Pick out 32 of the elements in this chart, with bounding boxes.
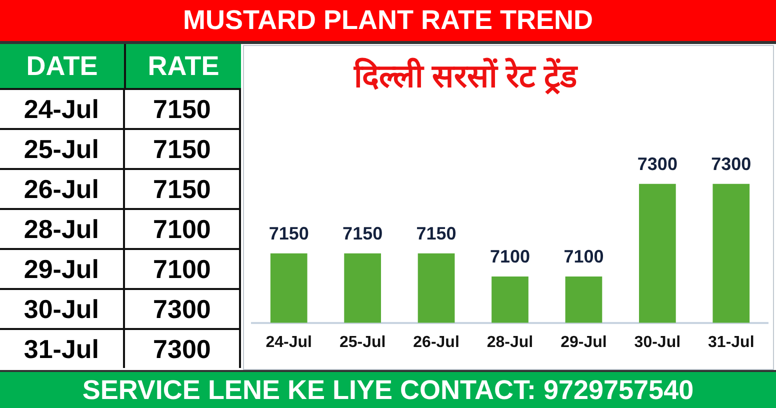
- category-label: 28-Jul: [0, 210, 125, 248]
- data-label: 7300: [637, 154, 678, 174]
- x-tick-label: 28-Jul: [486, 334, 534, 351]
- x-tick-label: 30-Jul: [634, 334, 681, 351]
- chart-subtitle: दिल्ली सरसों रेट ट्रेंड: [354, 56, 577, 96]
- data-label: 7100: [564, 246, 604, 266]
- data-label: 7150: [124, 170, 241, 208]
- category-label: 29-Jul: [0, 250, 125, 288]
- x-tick-label: 31-Jul: [708, 334, 754, 351]
- x-tick-label: 29-Jul: [560, 334, 607, 351]
- data-label: 7150: [124, 130, 241, 168]
- data-label: 7100: [124, 250, 241, 288]
- x-tick-label: 24-Jul: [266, 334, 312, 351]
- data-label: 7150: [416, 223, 456, 244]
- data-label: 7300: [124, 290, 241, 328]
- data-label: 7100: [490, 246, 530, 266]
- data-label: 7300: [711, 154, 752, 174]
- text: SERVICE LENE KE LIYE CONTACT: 9729757540: [82, 374, 694, 406]
- x-tick-label: 25-Jul: [339, 334, 386, 351]
- category-label: 25-Jul: [0, 130, 125, 168]
- data-label: 7150: [268, 223, 309, 244]
- data-label: 7150: [342, 223, 383, 244]
- category-label: 24-Jul: [0, 90, 125, 128]
- text: DATE: [0, 44, 126, 88]
- data-label: 7150: [124, 90, 241, 128]
- chart-title: MUSTARD PLANT RATE TREND: [0, 0, 776, 44]
- data-label: 7300: [124, 330, 241, 368]
- category-label: 26-Jul: [0, 170, 125, 208]
- data-label: 7100: [124, 210, 241, 248]
- text: RATE: [146, 50, 220, 82]
- category-label: 30-Jul: [0, 290, 125, 328]
- x-tick-label: 26-Jul: [413, 334, 460, 351]
